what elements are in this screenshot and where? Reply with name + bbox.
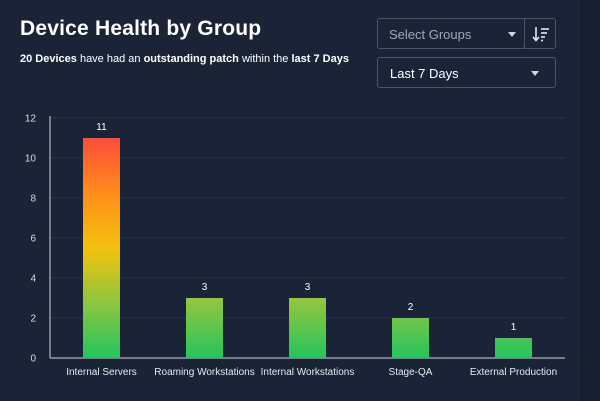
bar-external-production	[495, 338, 532, 358]
x-tick-label: Roaming Workstations	[154, 367, 254, 378]
y-tick-label: 0	[30, 354, 36, 365]
date-range-dropdown[interactable]: Last 7 Days	[377, 57, 556, 88]
bar-internal-workstations	[289, 298, 326, 358]
y-tick-label: 10	[25, 154, 37, 165]
bar-value-label: 3	[202, 282, 208, 293]
summary-highlight-patch: outstanding patch	[143, 53, 239, 65]
device-count: 20 Devices	[20, 53, 77, 65]
bar-internal-servers	[83, 138, 120, 358]
summary-text-part2: within the	[238, 53, 292, 65]
y-tick-label: 12	[25, 114, 37, 125]
y-tick-label: 4	[30, 274, 36, 285]
select-groups-dropdown[interactable]: Select Groups	[377, 18, 525, 49]
page-title: Device Health by Group	[20, 17, 262, 40]
x-tick-label: Stage-QA	[389, 367, 433, 378]
bar-roaming-workstations	[186, 298, 223, 358]
bar-value-label: 3	[305, 282, 311, 293]
device-health-panel: Device Health by Group 20 Devices have h…	[20, 17, 565, 378]
bar-value-label: 2	[408, 302, 414, 313]
chevron-down-icon	[531, 71, 539, 76]
summary-text-part1: have had an	[76, 53, 144, 65]
select-groups-placeholder: Select Groups	[389, 27, 472, 42]
x-tick-label: Internal Workstations	[261, 367, 355, 378]
x-tick-label: External Production	[470, 367, 557, 378]
x-tick-label: Internal Servers	[66, 367, 137, 378]
y-tick-label: 6	[30, 234, 36, 245]
summary-text: 20 Devices have had an outstanding patch…	[20, 53, 349, 65]
bar-stage-qa	[392, 318, 429, 358]
chevron-down-icon	[508, 32, 516, 37]
sort-button[interactable]	[524, 18, 556, 49]
bar-value-label: 11	[96, 122, 107, 133]
y-tick-label: 2	[30, 314, 36, 325]
sort-descending-icon	[532, 27, 549, 42]
summary-highlight-range: last 7 Days	[291, 53, 349, 65]
bar-value-label: 1	[511, 322, 517, 333]
y-tick-label: 8	[30, 194, 36, 205]
side-rail	[581, 0, 600, 401]
date-range-value: Last 7 Days	[390, 66, 459, 81]
